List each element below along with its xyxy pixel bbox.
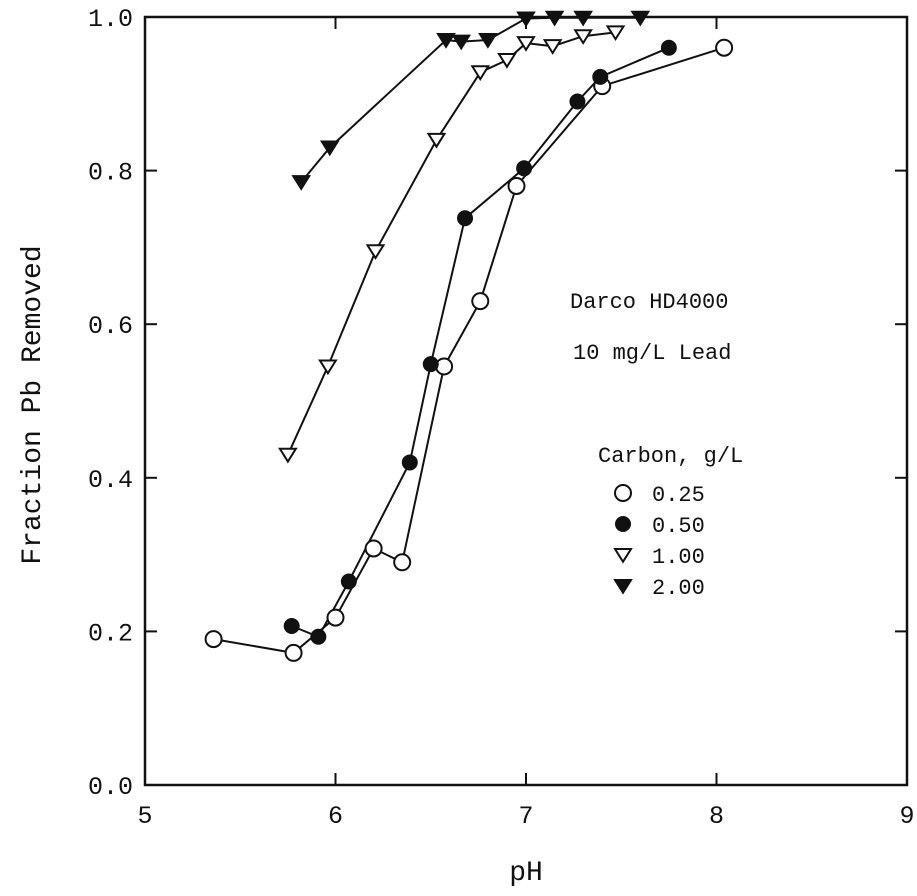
data-point-series-0 [204,630,223,649]
axis-ticks: 5 6 7 8 9 0.0 0.2 0.4 0.6 0.8 1.0 [88,5,915,831]
legend-marker-1 [615,516,631,532]
data-point-series-1 [516,160,533,177]
data-point-series-2 [365,244,386,260]
data-point-series-2 [278,447,298,464]
x-tick-label: 7 [518,802,533,831]
data-point-series-0 [471,292,490,311]
annotation-lead-concentration: 10 mg/L Lead [573,341,731,366]
data-point-series-1 [569,93,586,110]
data-point-series-0 [507,176,526,195]
data-point-series-0 [364,539,383,558]
data-point-series-0 [715,38,734,57]
data-point-series-3 [630,10,651,27]
x-tick-label: 5 [137,802,152,831]
y-tick-label: 1.0 [88,5,133,34]
legend-title: Carbon, g/L [598,444,743,469]
series-lines [213,16,725,654]
data-point-series-3 [478,33,498,49]
data-point-series-3 [544,10,565,27]
data-point-series-1 [422,356,439,373]
plot-area [143,15,909,787]
data-point-series-1 [660,39,677,56]
legend-label: 0.25 [652,483,705,508]
x-axis-title: pH [509,858,543,889]
y-tick-label: 0.6 [88,312,133,341]
data-point-series-0 [326,608,345,627]
data-point-series-1 [457,210,474,227]
data-point-series-3 [451,34,472,51]
y-tick-label: 0.4 [88,466,133,495]
x-tick-label: 8 [709,802,724,831]
data-point-series-3 [516,11,536,28]
data-point-series-3 [436,33,456,49]
legend-label: 2.00 [652,576,705,601]
legend-marker-2 [613,548,633,564]
data-point-series-1 [592,68,609,85]
data-point-series-1 [340,573,357,590]
data-point-series-3 [319,140,340,157]
legend-label: 1.00 [652,545,705,570]
data-point-series-3 [291,175,312,191]
data-point-series-1 [310,628,327,645]
data-point-series-2 [318,359,338,376]
data-point-series-2 [497,53,517,69]
data-point-series-0 [435,357,454,376]
legend-label: 0.50 [652,514,705,539]
series-line-2 [286,31,616,456]
data-point-series-0 [393,553,412,572]
data-point-series-3 [573,10,593,27]
annotation-carbon-type: Darco HD4000 [570,290,728,315]
x-tick-label: 6 [328,802,343,831]
data-point-series-1 [401,454,418,471]
x-tick-label: 9 [899,802,914,831]
legend-marker-3 [613,579,633,595]
data-point-series-2 [426,132,447,149]
data-point-series-2 [605,25,626,42]
y-axis-title: Fraction Pb Removed [18,245,49,564]
series-markers [204,10,734,662]
data-point-series-2 [470,65,491,81]
y-tick-label: 0.8 [88,159,133,188]
data-point-series-2 [516,36,536,52]
legend-items: 0.25 0.50 1.00 2.00 [613,483,705,601]
legend-marker-0 [614,484,632,502]
data-point-series-2 [542,39,563,55]
data-point-series-1 [283,618,300,635]
y-tick-label: 0.2 [88,619,133,648]
data-point-series-0 [284,643,303,662]
data-point-series-2 [573,29,593,45]
y-tick-label: 0.0 [88,773,133,802]
legend: Carbon, g/L 0.25 0.50 1.00 2.00 [598,444,743,601]
